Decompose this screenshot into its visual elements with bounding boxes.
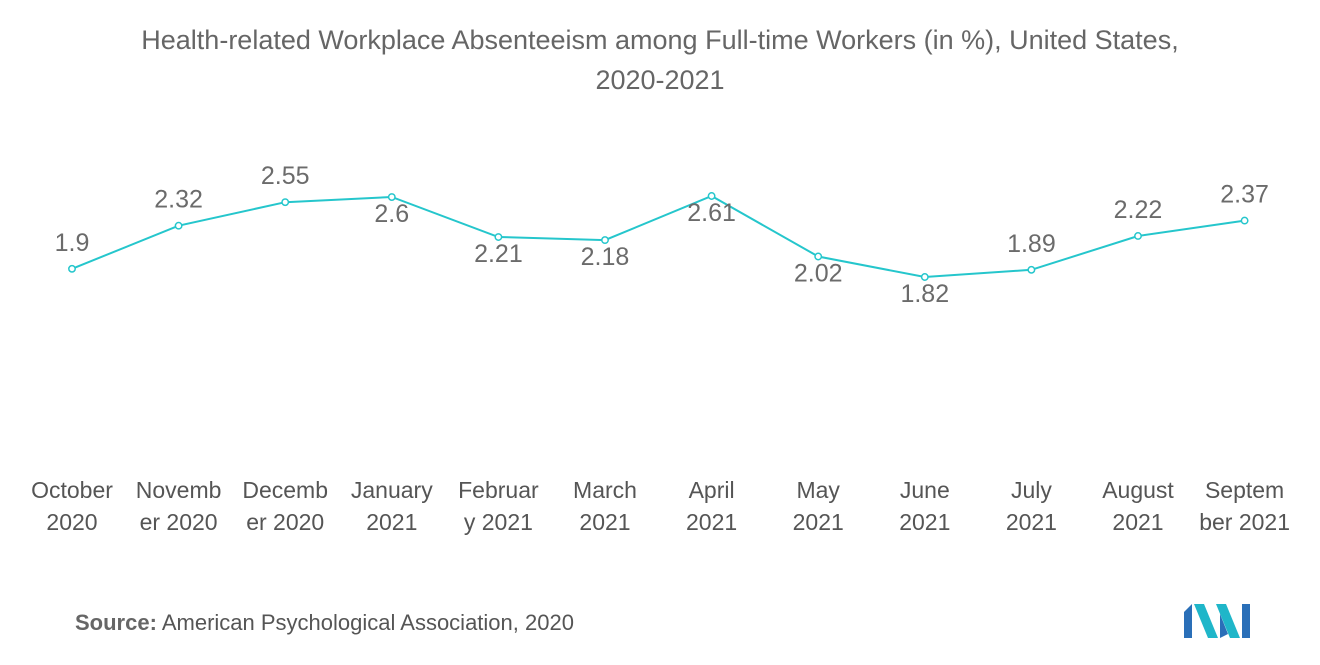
data-label: 2.32: [154, 186, 203, 214]
data-point[interactable]: [1027, 265, 1036, 274]
data-label: 1.89: [1007, 230, 1056, 258]
x-tick-label: Novemb: [136, 477, 222, 503]
x-tick-label: 2021: [899, 509, 950, 535]
data-point[interactable]: [174, 221, 183, 230]
data-point[interactable]: [920, 273, 929, 281]
data-label: 2.55: [261, 162, 310, 190]
data-label: 2.21: [474, 240, 523, 268]
data-label: 2.37: [1220, 181, 1269, 209]
x-tick-label: March: [573, 477, 637, 503]
data-label: 2.6: [374, 200, 409, 228]
data-label: 1.82: [900, 280, 949, 308]
data-label: 2.22: [1114, 196, 1163, 224]
x-tick-label: er 2020: [140, 509, 218, 535]
data-label: 2.61: [687, 199, 736, 227]
source-label: Source:: [75, 610, 157, 635]
x-tick-label: y 2021: [464, 509, 533, 535]
x-tick-label: 2021: [579, 509, 630, 535]
x-tick-label: 2021: [1112, 509, 1163, 535]
data-label: 2.18: [581, 243, 630, 271]
x-tick-label: Februar: [458, 477, 539, 503]
x-tick-label: Decemb: [242, 477, 328, 503]
source-note: Source: American Psychological Associati…: [75, 610, 574, 636]
data-point[interactable]: [601, 236, 609, 245]
data-point[interactable]: [281, 198, 290, 207]
data-label: 2.02: [794, 259, 843, 287]
x-tick-label: July: [1011, 477, 1052, 503]
x-tick-label: 2021: [793, 509, 844, 535]
chart-title-line-2: 2020-2021: [595, 65, 725, 95]
data-label: 1.9: [55, 229, 90, 257]
data-point[interactable]: [707, 192, 716, 200]
data-point[interactable]: [1240, 216, 1249, 225]
x-tick-label: August: [1102, 477, 1174, 503]
x-tick-label: June: [900, 477, 950, 503]
data-point[interactable]: [1134, 232, 1142, 240]
x-tick-label: 2021: [1006, 509, 1057, 535]
x-tick-label: April: [689, 477, 735, 503]
x-tick-label: 2021: [366, 509, 417, 535]
x-tick-label: ber 2021: [1199, 509, 1290, 535]
x-tick-label: May: [796, 477, 840, 503]
data-point[interactable]: [494, 233, 503, 241]
source-text: American Psychological Association, 2020: [161, 610, 574, 635]
chart-title: Health-related Workplace Absenteeism amo…: [20, 20, 1300, 100]
data-point[interactable]: [814, 252, 823, 261]
series-line: [71, 194, 1245, 279]
line-chart: 1.9 October 2020 2.32 Novemb er 2020 2.55 Decem…: [31, 162, 1290, 535]
x-tick-label: January: [351, 477, 433, 503]
data-point[interactable]: [68, 264, 76, 273]
x-tick-label: October: [31, 477, 113, 503]
x-tick-label: 2020: [46, 509, 97, 535]
x-tick-label: Septem: [1205, 477, 1284, 503]
data-point[interactable]: [387, 193, 396, 201]
chart-title-line-1: Health-related Workplace Absenteeism amo…: [141, 25, 1179, 55]
x-tick-label: 2021: [686, 509, 737, 535]
x-tick-label: er 2020: [246, 509, 324, 535]
mordor-intelligence-logo: [1184, 604, 1250, 638]
